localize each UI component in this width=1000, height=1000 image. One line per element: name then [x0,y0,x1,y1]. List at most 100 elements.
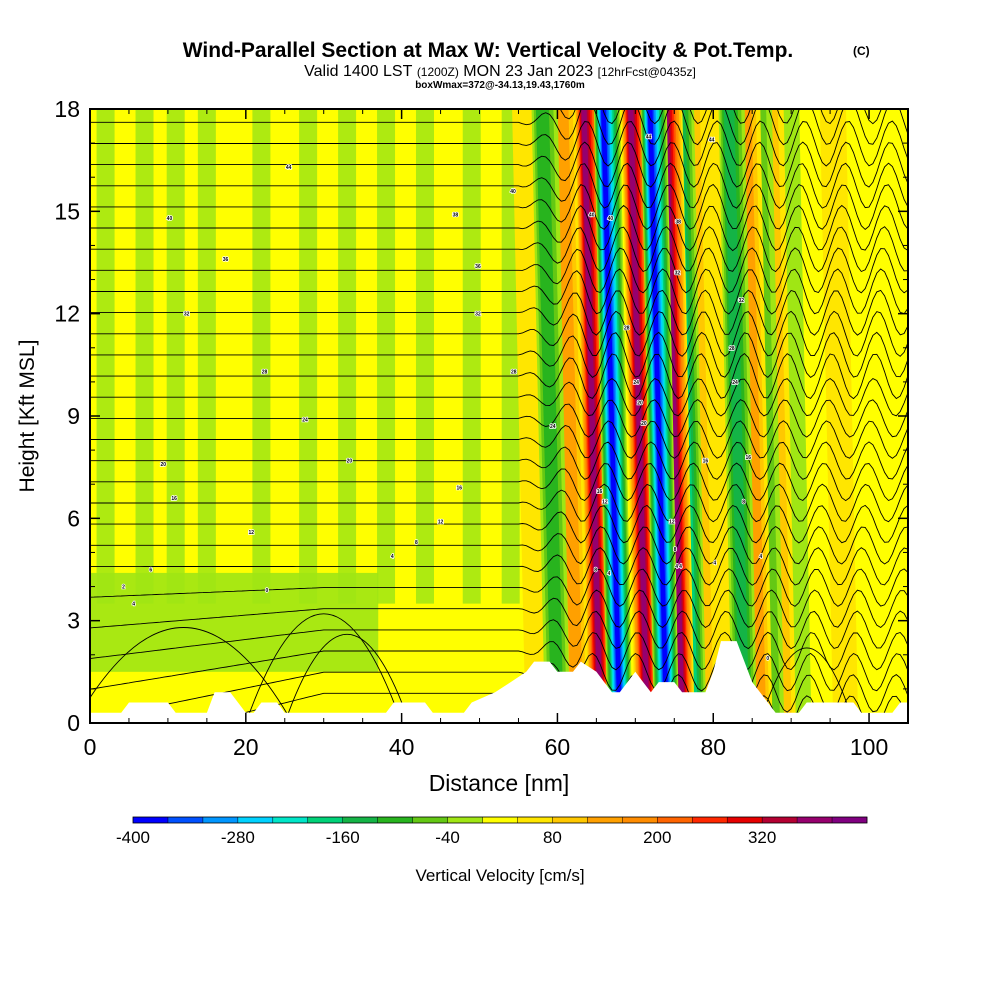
contour-label: 24 [633,380,639,386]
contour-label: 8 [415,540,418,546]
theta-contour [90,226,908,273]
x-tick-label: 60 [545,734,571,760]
colorbar-swatch [342,817,378,823]
colorbar-swatch [727,817,763,823]
contour-label: 44 [709,138,715,144]
theta-contour [245,613,403,723]
colorbar-swatch [622,817,658,823]
colorbar-swatch [482,817,518,823]
info-line: boxWmax=372@-34.13,19.43,1760m [415,80,585,91]
theta-contour [90,353,908,400]
contour-label: 28 [262,370,268,376]
contour-label: 16 [456,486,462,492]
theta-contour [90,247,908,294]
theta-contour [90,268,908,315]
x-tick-label: 20 [233,734,259,760]
colorbar-tick-label: -280 [221,828,255,847]
colorbar-swatch [307,817,344,823]
theta-contour [90,589,908,629]
weak-sink-streak [338,109,357,604]
colorbar-swatch [587,817,623,823]
contour-label: 8 [594,568,597,574]
theta-contour [90,547,908,586]
y-tick-label: 6 [67,505,80,531]
y-tick-label: 9 [67,403,80,429]
colorbar-swatch [237,817,274,823]
contour-label: 24 [550,424,556,430]
contour-label: 24 [732,380,738,386]
y-tick-label: 0 [67,710,80,736]
downdraft-band [535,109,564,723]
weak-sink-streak [377,109,396,604]
contour-label: 28 [729,346,735,352]
contour-label: 16 [703,458,709,464]
contour-label: 44 [286,165,292,171]
weak-sink-streak [252,109,271,604]
weak-sink-streak [135,109,154,604]
y-tick-label: 15 [54,198,80,224]
theta-contour [90,120,908,167]
contour-label: 4 [391,554,394,560]
subtitle-utc: (1200Z) [417,65,459,79]
contour-label: 32 [184,312,190,318]
theta-contour [90,420,908,459]
theta-contour [90,183,908,231]
contour-label: 20 [347,458,353,464]
contour-label: 40 [589,213,595,219]
colorbar-tick-label: -400 [116,828,150,847]
updraft-band [555,109,584,723]
contour-label: 4 [759,554,762,560]
theta-contour [759,647,854,723]
colorbar-swatch [762,817,798,823]
colorbar-swatch [133,817,169,823]
contour-label: 40 [510,189,516,195]
colorbar-swatch [517,817,553,823]
colorbar-swatch [657,817,693,823]
contour-label: 44 [646,134,652,140]
colorbar-tick-label: 320 [748,828,776,847]
terrain-mask [90,641,908,723]
downdraft-band [647,109,669,723]
theta-contour [90,310,908,357]
contour-label: 6 [149,568,152,574]
weak-sink-streak [197,109,216,604]
y-tick-label: 12 [54,301,80,327]
colorbar-tick-label: 80 [543,828,562,847]
contour-label: 0 [766,656,769,662]
updraft-band [628,109,650,723]
contour-label: 32 [675,271,681,277]
updraft-band [819,109,859,723]
colorbar-swatch [552,817,588,823]
y-tick-label: 3 [67,608,80,634]
colorbar-tick-label: 200 [643,828,671,847]
contour-label: 12 [438,520,444,526]
contour-label: 12 [602,499,608,505]
colorbar-swatch [832,817,868,823]
contour-label: 36 [475,264,481,270]
x-tick-label: 0 [84,734,97,760]
theta-contour [90,568,908,607]
theta-contour [90,504,908,544]
contour-label: 40 [608,216,614,222]
theta-contour [90,399,908,438]
contour-label: 4 [607,571,610,577]
x-axis-ticks: 0 20 40 60 80 100 [84,109,909,760]
colorbar-swatch [692,817,728,823]
contour-label: 4 [675,564,678,570]
theta-contour [90,631,908,690]
contour-label: 36 [223,257,229,263]
colorbar-tick-labels: -400 -280 -160 -40 80 200 320 [116,828,776,847]
contour-label: 16 [597,489,603,495]
weak-sink-streak [415,109,434,604]
colorbar-swatch [202,817,239,823]
theta-contour [90,141,908,188]
colorbar-swatch [412,817,448,823]
x-tick-label: 40 [389,734,415,760]
contour-label: 12 [669,520,675,526]
theta-contour [90,525,908,565]
colorbar-swatch [272,817,309,823]
chart-title: Wind-Parallel Section at Max W: Vertical… [183,39,794,62]
